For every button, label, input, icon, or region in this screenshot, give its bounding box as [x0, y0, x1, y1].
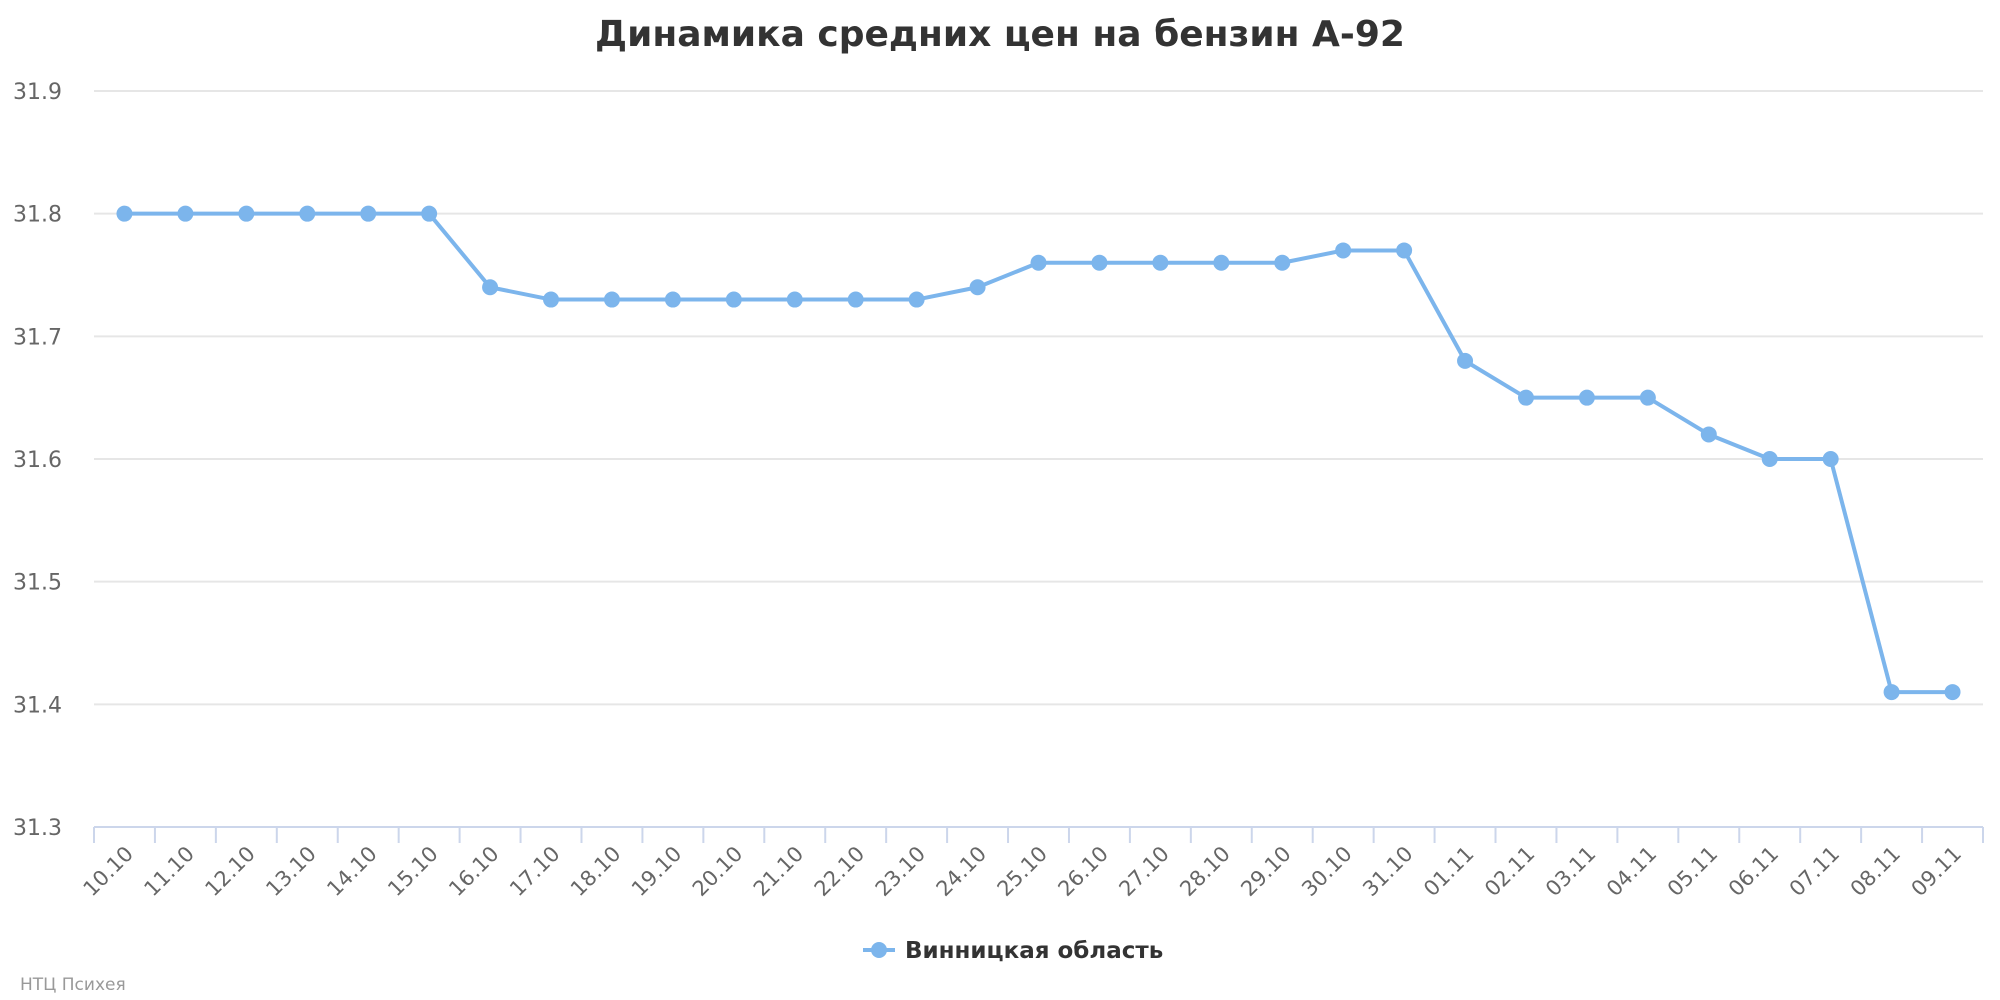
x-tick-label: 11.10	[139, 842, 198, 901]
x-tick-label: 16.10	[444, 842, 503, 901]
x-tick-label: 28.10	[1175, 842, 1234, 901]
data-point[interactable]	[908, 291, 925, 308]
x-tick-label: 10.10	[79, 842, 138, 901]
data-point[interactable]	[299, 205, 316, 222]
data-point[interactable]	[421, 205, 438, 222]
credits: НТЦ Психея	[20, 975, 126, 995]
data-point[interactable]	[725, 291, 742, 308]
x-tick-label: 21.10	[749, 842, 808, 901]
x-tick-label: 01.11	[1419, 842, 1478, 901]
x-tick-label: 19.10	[627, 842, 686, 901]
x-tick-label: 04.11	[1602, 842, 1661, 901]
x-tick-label: 13.10	[261, 842, 320, 901]
y-axis: 31.3 31.4 31.5 31.6 31.7 31.8 31.9	[13, 80, 62, 841]
data-point[interactable]	[1213, 254, 1230, 271]
data-point[interactable]	[1457, 352, 1474, 369]
y-tick-label: 31.6	[13, 448, 62, 473]
x-tick-label: 23.10	[871, 842, 930, 901]
x-tick-label: 27.10	[1114, 842, 1173, 901]
data-point[interactable]	[177, 205, 194, 222]
data-point[interactable]	[1030, 254, 1047, 271]
x-tick-label: 30.10	[1297, 842, 1356, 901]
x-tick-label: 12.10	[200, 842, 259, 901]
x-tick-label: 07.11	[1785, 842, 1844, 901]
x-tick-label: 18.10	[566, 842, 625, 901]
x-tick-label: 31.10	[1358, 842, 1417, 901]
x-tick-label: 14.10	[322, 842, 381, 901]
x-tick-label: 22.10	[810, 842, 869, 901]
x-tick-label: 02.11	[1480, 842, 1539, 901]
data-point[interactable]	[1944, 684, 1961, 701]
x-tick-label: 25.10	[993, 842, 1052, 901]
data-point[interactable]	[847, 291, 864, 308]
y-tick-label: 31.7	[13, 325, 62, 350]
y-tick-label: 31.3	[13, 816, 62, 841]
series-layer	[116, 205, 1961, 701]
data-point[interactable]	[360, 205, 377, 222]
x-tick-label: 15.10	[383, 842, 442, 901]
x-tick-label: 17.10	[505, 842, 564, 901]
x-tick-label: 08.11	[1846, 842, 1905, 901]
x-axis: 10.10 11.10 12.10 13.10 14.10 15.10 16.10 17.10…	[79, 826, 1984, 901]
x-tick-label: 24.10	[932, 842, 991, 901]
legend-item-label: Винницкая область	[905, 938, 1163, 964]
data-point[interactable]	[1883, 684, 1900, 701]
x-tick-label: 29.10	[1236, 842, 1295, 901]
y-tick-label: 31.8	[13, 203, 62, 228]
data-point[interactable]	[1761, 451, 1778, 467]
x-tick-label: 06.11	[1724, 842, 1783, 901]
chart-title: Динамика средних цен на бензин А-92	[595, 14, 1405, 55]
data-point[interactable]	[786, 291, 803, 308]
data-point[interactable]	[1700, 426, 1717, 443]
data-point[interactable]	[1396, 242, 1413, 259]
data-point[interactable]	[543, 291, 560, 308]
data-point[interactable]	[482, 279, 499, 296]
x-tick-label: 03.11	[1541, 842, 1600, 901]
data-point[interactable]	[664, 291, 681, 308]
data-point[interactable]	[1639, 389, 1656, 406]
data-point[interactable]	[1274, 254, 1291, 271]
data-point[interactable]	[1822, 451, 1839, 467]
data-point[interactable]	[1152, 254, 1169, 271]
x-tick-label: 09.11	[1907, 842, 1966, 901]
data-point[interactable]	[116, 205, 133, 222]
y-tick-label: 31.5	[13, 571, 62, 596]
data-point[interactable]	[603, 291, 620, 308]
data-point[interactable]	[238, 205, 255, 222]
x-tick-label: 20.10	[688, 842, 747, 901]
data-point[interactable]	[969, 279, 986, 296]
data-point[interactable]	[1578, 389, 1595, 406]
legend-symbol-marker	[871, 942, 887, 958]
series-line	[122, 211, 1955, 695]
data-point[interactable]	[1517, 389, 1534, 406]
grid	[94, 90, 1983, 706]
data-point[interactable]	[1091, 254, 1108, 271]
y-tick-label: 31.9	[13, 80, 62, 105]
x-tick-label: 26.10	[1053, 842, 1112, 901]
x-tick-label: 05.11	[1663, 842, 1722, 901]
y-tick-label: 31.4	[13, 693, 62, 718]
legend[interactable]: Винницкая область	[863, 938, 1163, 964]
data-point[interactable]	[1335, 242, 1352, 259]
